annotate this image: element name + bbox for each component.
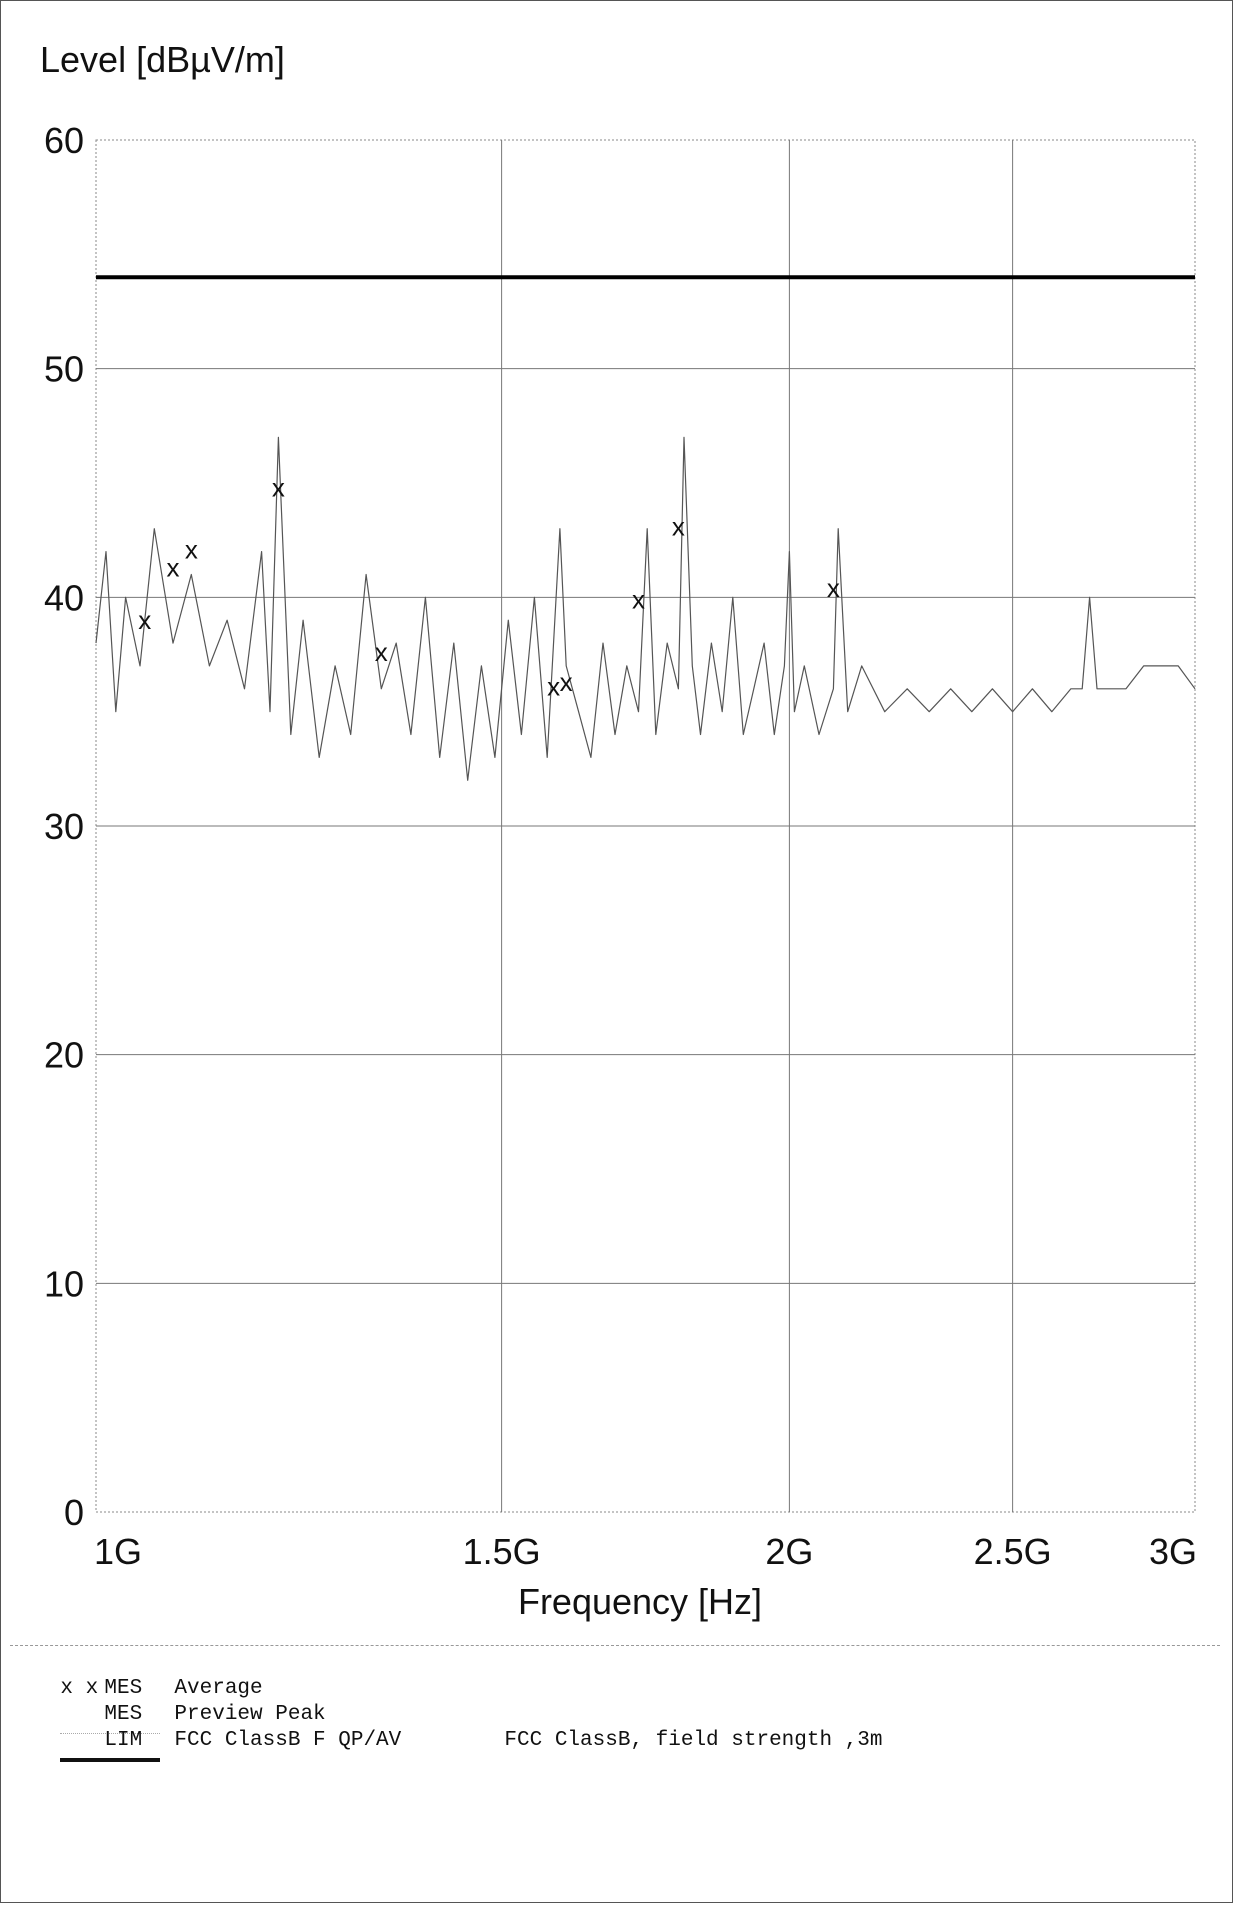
x-ticks: 1G 1.5G 2G 2.5G 3G xyxy=(94,1531,1197,1572)
y-tick-label: 50 xyxy=(44,349,84,390)
average-marker: x xyxy=(272,473,285,503)
y-tick-label: 40 xyxy=(44,577,84,618)
y-tick-label: 0 xyxy=(64,1492,84,1533)
legend: x x MES Average MES Preview Peak LIM FCC Cla… xyxy=(10,1650,1210,1762)
y-ticks: 0 10 20 30 40 50 60 xyxy=(44,120,84,1533)
legend-divider xyxy=(10,1645,1220,1646)
y-tick-label: 60 xyxy=(44,120,84,161)
legend-desc: FCC ClassB F QP/AV xyxy=(174,1729,402,1752)
legend-code: MES xyxy=(104,1677,143,1700)
x-axis-label: Frequency [Hz] xyxy=(518,1581,762,1622)
legend-symbol-average: x x xyxy=(60,1677,99,1700)
average-marker: x xyxy=(185,534,198,564)
average-marker: x xyxy=(375,637,388,667)
average-marker: x xyxy=(138,605,151,635)
legend-row-preview-peak: MES Preview Peak xyxy=(10,1676,1210,1734)
series xyxy=(95,436,1196,781)
y-tick-label: 30 xyxy=(44,806,84,847)
average-marker: x xyxy=(547,672,560,702)
x-tick-label: 3G xyxy=(1149,1531,1197,1572)
x-tick-label: 2G xyxy=(765,1531,813,1572)
emission-chart: Level [dBµV/m] 0 10 20 30 40 50 60 1G 1.5G 2G 2.5… xyxy=(40,39,1197,1622)
average-marker: x xyxy=(632,585,645,615)
y-axis-label: Level [dBµV/m] xyxy=(40,39,285,80)
solid-line-icon xyxy=(60,1758,161,1762)
y-tick-label: 20 xyxy=(44,1035,84,1076)
legend-row-limit: LIM FCC ClassB F QP/AV FCC ClassB, field s… xyxy=(10,1702,1210,1762)
series-line-preview-peak xyxy=(95,436,1196,781)
average-marker: x xyxy=(560,667,573,697)
legend-desc: Preview Peak xyxy=(174,1703,326,1726)
dotted-line-icon xyxy=(60,1733,161,1734)
legend-desc: Average xyxy=(174,1677,263,1700)
x-tick-label: 2.5G xyxy=(974,1531,1052,1572)
x-tick-label: 1.5G xyxy=(463,1531,541,1572)
average-marker: x xyxy=(827,573,840,603)
legend-code: LIM xyxy=(104,1729,143,1752)
x-tick-label: 1G xyxy=(94,1531,142,1572)
average-marker: x xyxy=(672,511,685,541)
legend-code: MES xyxy=(104,1703,143,1726)
y-tick-label: 10 xyxy=(44,1263,84,1304)
legend-row-average: x x MES Average xyxy=(10,1650,1210,1700)
grid xyxy=(95,139,1196,1513)
legend-note: FCC ClassB, field strength ,3m xyxy=(504,1729,883,1752)
average-marker: x xyxy=(166,553,179,583)
